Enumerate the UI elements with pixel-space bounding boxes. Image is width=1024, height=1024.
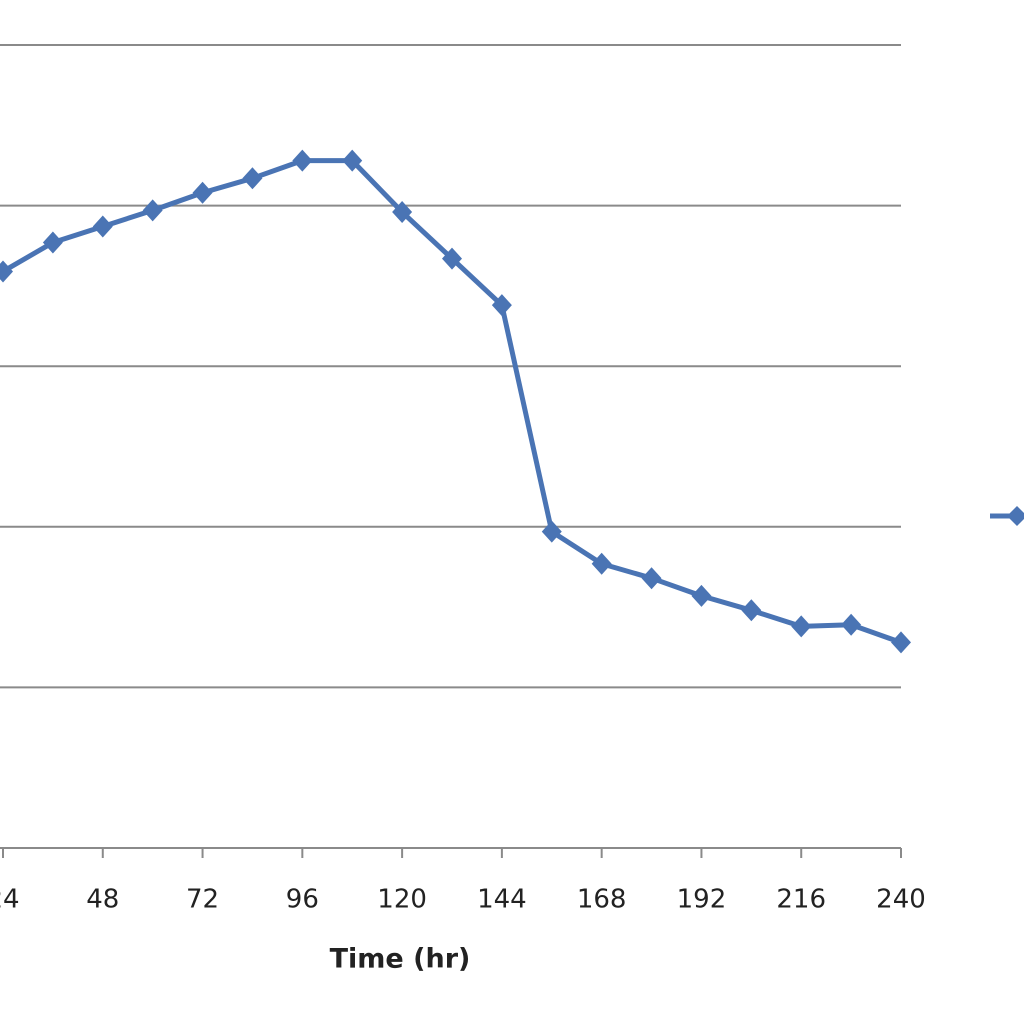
data-point (691, 584, 712, 607)
legend-marker (1007, 506, 1024, 526)
data-point (142, 199, 163, 222)
data-point (42, 231, 63, 254)
x-tick-label: 240 (876, 885, 926, 915)
x-tick-label: 120 (377, 885, 427, 915)
data-point (591, 552, 612, 575)
data-point (392, 201, 413, 224)
data-point (342, 149, 363, 172)
x-axis-title: Time (hr) (330, 944, 471, 975)
x-tick-label: 48 (86, 885, 119, 915)
data-point (541, 520, 562, 543)
data-point (192, 181, 213, 204)
data-line (1, 158, 902, 645)
x-tick-label: 168 (577, 885, 627, 915)
data-point (741, 599, 762, 622)
data-point (442, 247, 462, 270)
x-tick-label: 96 (286, 885, 319, 915)
x-tick-label: 144 (477, 885, 527, 915)
x-tick-label: 24 (0, 885, 20, 915)
data-point (242, 167, 263, 190)
data-point (641, 567, 662, 590)
data-point (841, 613, 862, 636)
x-tick-label: 216 (776, 885, 826, 915)
data-point (891, 631, 911, 654)
data-point (0, 260, 13, 283)
data-point (292, 149, 313, 172)
x-tick-label: 72 (186, 885, 219, 915)
data-point (92, 215, 113, 238)
data-point (791, 615, 812, 638)
data-point (491, 294, 512, 317)
x-tick-label: 192 (677, 885, 727, 915)
